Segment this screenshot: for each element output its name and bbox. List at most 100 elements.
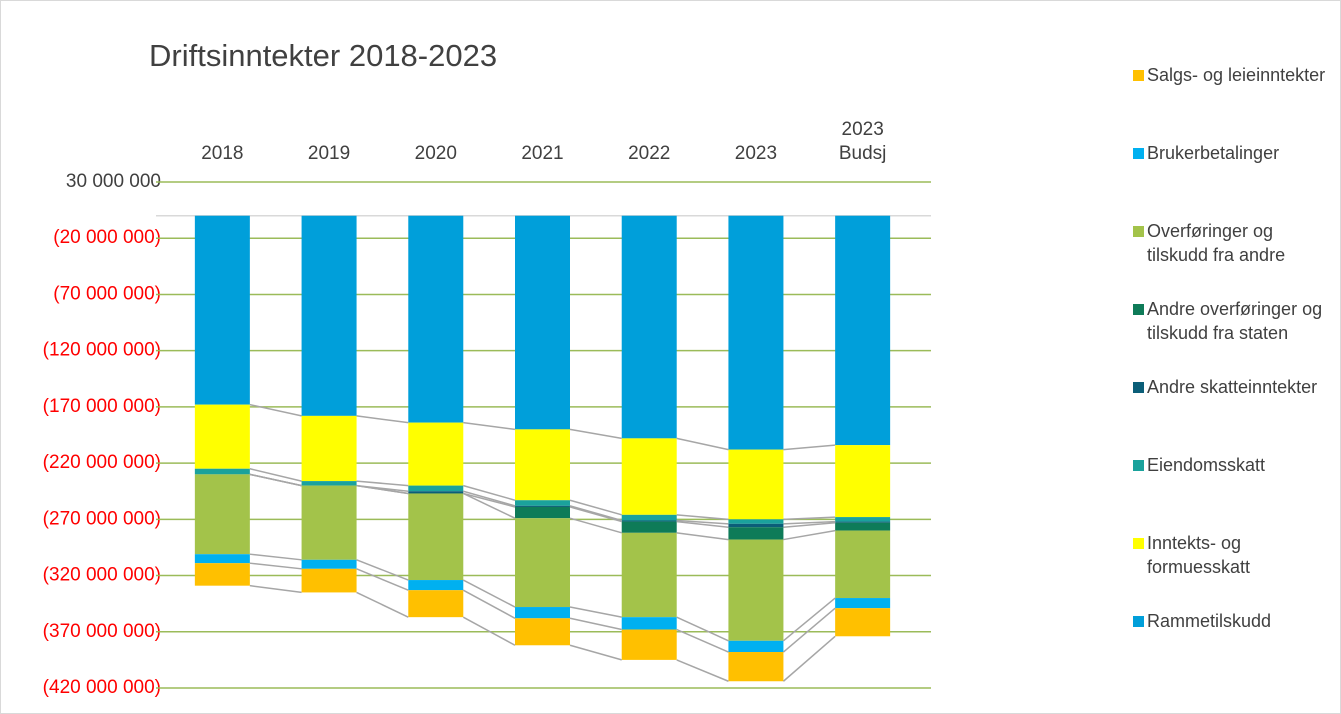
series-line	[569, 499, 622, 516]
series-line	[783, 520, 836, 525]
series-line	[463, 492, 516, 508]
x-tick-label: 2023 Budsj	[838, 119, 887, 164]
series-line	[783, 529, 836, 541]
y-tick-label: (120 000 000)	[43, 340, 161, 361]
series-line	[569, 428, 622, 440]
chart-title: Driftsinntekter 2018-2023	[149, 38, 497, 73]
bar-segment	[515, 429, 570, 501]
bar-segment	[408, 422, 464, 486]
bar-segment	[728, 652, 784, 682]
series-line	[356, 568, 409, 591]
series-line	[676, 437, 729, 451]
bar-segment	[835, 521, 891, 523]
bar-segment	[515, 215, 570, 430]
series-line	[462, 579, 516, 608]
bar-segment	[515, 518, 570, 608]
bar-segment	[301, 215, 357, 416]
bar-segment	[728, 523, 784, 528]
x-tick-label: 2018	[201, 143, 244, 164]
bar-segment	[194, 563, 250, 586]
series-line	[569, 517, 622, 534]
legend-marker	[1133, 304, 1144, 315]
series-line	[569, 644, 622, 661]
legend-label: Salgs- og leieinntekter	[1147, 65, 1326, 85]
legend-label: Eiendomsskatt	[1147, 455, 1266, 475]
series-line	[462, 589, 516, 619]
bar-segment	[728, 539, 784, 641]
series-line	[676, 532, 729, 541]
bar-segment	[194, 404, 250, 469]
series-line	[783, 444, 836, 451]
bar-segment	[301, 415, 357, 482]
y-tick-label: (220 000 000)	[43, 452, 161, 473]
bar-segment	[515, 505, 570, 507]
y-tick-label: (320 000 000)	[43, 565, 161, 586]
bar-segment	[408, 493, 464, 581]
bar-segment	[515, 500, 570, 506]
series-line	[463, 484, 516, 501]
series-line	[249, 468, 302, 482]
series-line	[783, 521, 836, 528]
x-tick-label: 2023	[734, 143, 778, 164]
series-line	[676, 659, 729, 682]
bar-segment	[621, 514, 677, 521]
bar-segment	[835, 517, 891, 522]
series-line	[782, 597, 836, 642]
bar-segment	[408, 215, 464, 423]
bar-segment	[728, 215, 784, 450]
legend-marker	[1133, 226, 1144, 237]
series-line	[676, 628, 729, 653]
series-line	[463, 421, 516, 431]
bar-segment	[194, 468, 250, 475]
legend-marker	[1133, 616, 1144, 627]
series-line	[356, 559, 409, 581]
bar-segment	[728, 640, 784, 653]
series-line	[462, 492, 516, 519]
y-tick-label: 30 000 000	[66, 171, 161, 192]
legend-marker	[1133, 460, 1144, 471]
y-tick-label: (170 000 000)	[43, 396, 161, 417]
legend-marker	[1133, 382, 1144, 393]
series-line	[782, 635, 836, 682]
bar-segment	[835, 522, 891, 531]
y-tick-label: (370 000 000)	[43, 621, 161, 642]
series-line	[356, 591, 409, 618]
legend-marker	[1133, 538, 1144, 549]
y-tick-label: (20 000 000)	[53, 227, 161, 248]
bar-segment	[835, 530, 891, 599]
series-line	[249, 473, 302, 487]
bar-segment	[408, 590, 464, 618]
bar-segment	[728, 527, 784, 540]
x-tick-label: 2019	[307, 143, 351, 164]
legend-label: Rammetilskudd	[1147, 611, 1272, 631]
legend-label: Andre overføringer og tilskudd fra state…	[1147, 299, 1323, 343]
series-line	[356, 415, 409, 424]
bar-segment	[621, 532, 677, 618]
series-line	[249, 562, 302, 570]
series-line	[569, 606, 622, 618]
series-line	[356, 480, 409, 487]
legend-label: Inntekts- og formuesskatt	[1147, 533, 1251, 577]
bar-segment	[301, 481, 357, 486]
series-line	[249, 584, 302, 594]
bar-segment	[194, 215, 250, 405]
bar-segment	[194, 474, 250, 555]
bar-segment	[835, 215, 891, 446]
y-tick-label: (270 000 000)	[43, 508, 161, 529]
series-line	[249, 553, 302, 561]
legend-label: Brukerbetalinger	[1147, 143, 1280, 163]
legend-label: Andre skatteinntekter	[1147, 377, 1318, 397]
series-line	[569, 505, 622, 522]
series-line	[463, 490, 516, 507]
bar-segment	[835, 608, 891, 637]
series-line	[676, 616, 729, 642]
bar-segment	[621, 438, 677, 515]
bar-segment	[835, 598, 891, 609]
bar-segment	[301, 559, 357, 569]
bar-segment	[621, 521, 677, 533]
x-tick-label: 2020	[414, 143, 457, 164]
series-line	[676, 514, 729, 521]
y-tick-label: (420 000 000)	[43, 677, 161, 698]
